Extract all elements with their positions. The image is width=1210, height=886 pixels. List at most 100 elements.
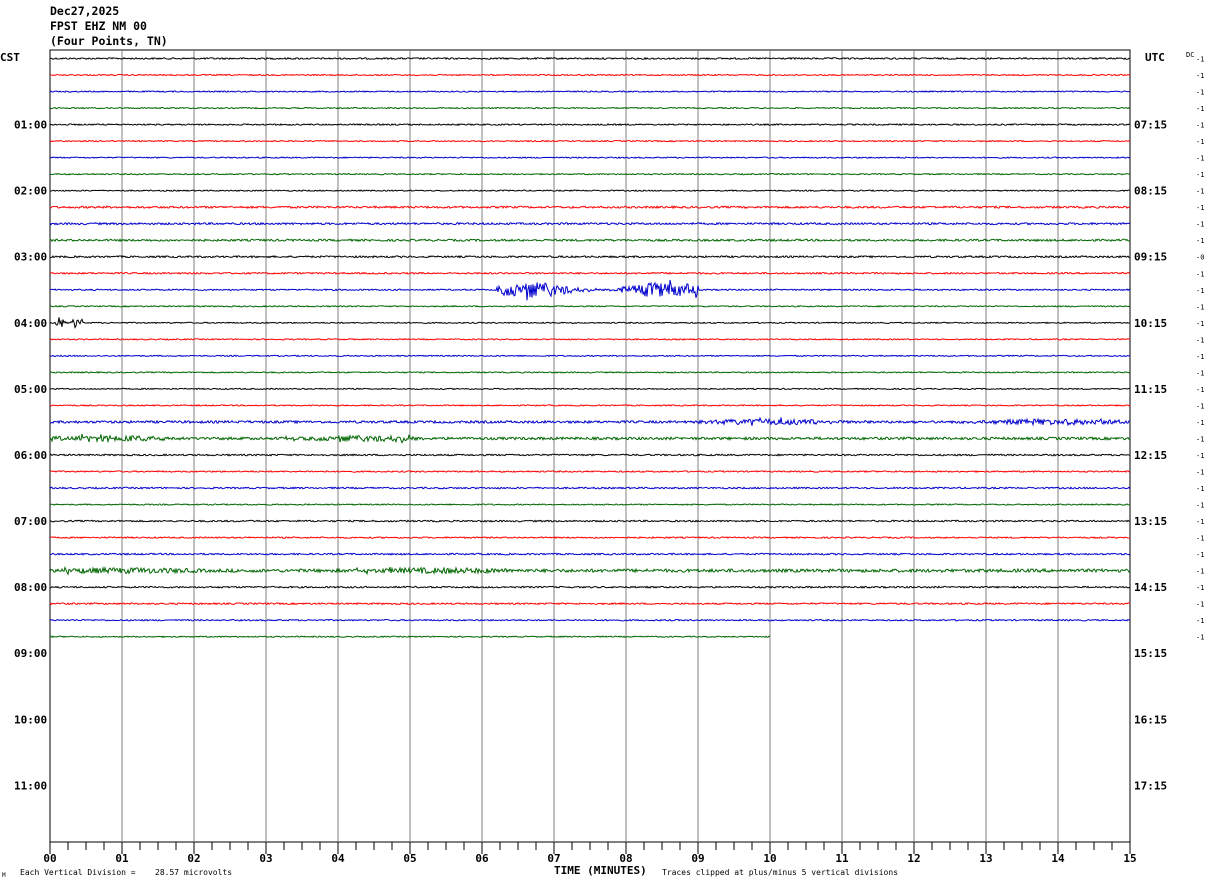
trace-line	[49, 189, 1131, 192]
cst-hour-label: 11:00	[14, 779, 47, 792]
x-tick-label: 15	[1123, 852, 1136, 865]
trace-line	[49, 172, 1131, 176]
header-date: Dec27,2025	[50, 4, 120, 18]
utc-hour-label: 12:15	[1134, 449, 1167, 462]
trace-line	[49, 106, 1131, 110]
trace-line	[49, 156, 1131, 159]
trace-line	[49, 602, 1131, 606]
dc-offset-label: -1	[1196, 452, 1204, 460]
trace-line	[49, 73, 1131, 77]
dc-label: DC	[1186, 51, 1194, 59]
dc-offset-label: -1	[1196, 336, 1204, 344]
utc-hour-label: 07:15	[1134, 119, 1167, 132]
trace-line	[49, 387, 1131, 391]
dc-offset-label: -1	[1196, 419, 1204, 427]
trace-line	[49, 304, 1131, 308]
scale-value: 28.57 microvolts	[155, 868, 232, 877]
trace-line	[49, 565, 1131, 576]
trace-line	[49, 90, 1131, 93]
x-tick-label: 02	[187, 852, 200, 865]
trace-line	[49, 503, 1131, 506]
minute-grid	[49, 49, 1131, 843]
trace-line	[49, 238, 1131, 243]
dc-offset-label: -1	[1196, 122, 1204, 130]
dc-offset-label: -1	[1196, 551, 1204, 559]
trace-line	[49, 254, 1131, 259]
utc-hour-label: 16:15	[1134, 713, 1167, 726]
x-tick-label: 11	[835, 852, 849, 865]
utc-hour-label: 17:15	[1134, 779, 1167, 792]
trace-line	[49, 123, 1131, 127]
trace-line	[49, 271, 1131, 275]
dc-offset-label: -1	[1196, 155, 1204, 163]
utc-hour-label: 15:15	[1134, 647, 1167, 660]
utc-axis-title: UTC	[1145, 51, 1165, 64]
x-tick-label: 13	[979, 852, 992, 865]
time-axis: 00 01 02 03 04 05 06 07 08 09 10 11 12 13 14 15	[43, 842, 1137, 865]
cst-hour-label: 06:00	[14, 449, 47, 462]
trace-line	[49, 221, 1131, 226]
trace-line	[49, 519, 1131, 523]
dc-offset-label: -1	[1196, 584, 1204, 592]
dc-offset-label: -1	[1196, 353, 1204, 361]
trace-line	[49, 486, 1131, 490]
dc-offset-label: -1	[1196, 89, 1204, 97]
dc-offset-labels: -1 -1 -1 -1 -1 -1 -1 -1 -1 -1 -1 -1 -0 -1 -1 -1 -1 -1 -1 -1…	[1196, 56, 1204, 642]
dc-offset-label: -1	[1196, 435, 1204, 443]
header-station: FPST EHZ NM 00	[50, 19, 147, 33]
utc-hour-labels: 07:15 08:15 09:15 10:15 11:15 12:15 13:15 14:15…	[1134, 119, 1167, 793]
cst-hour-label: 02:00	[14, 185, 47, 198]
utc-hour-label: 09:15	[1134, 251, 1167, 264]
x-tick-label: 00	[43, 852, 56, 865]
trace-line	[49, 205, 1131, 210]
traces	[49, 56, 1131, 639]
scale-note-prefix: Each Vertical Division =	[20, 868, 136, 877]
cst-hour-label: 10:00	[14, 713, 47, 726]
utc-hour-label: 14:15	[1134, 581, 1167, 594]
x-tick-label: 03	[259, 852, 272, 865]
x-tick-label: 06	[475, 852, 489, 865]
trace-line	[49, 56, 1131, 61]
trace-line	[49, 536, 1131, 540]
x-tick-label: 07	[547, 852, 560, 865]
dc-offset-label: -0	[1196, 254, 1204, 262]
trace-line	[49, 635, 771, 639]
dc-offset-label: -1	[1196, 221, 1204, 229]
dc-offset-label: -1	[1196, 204, 1204, 212]
trace-line	[49, 317, 1131, 329]
cst-hour-label: 01:00	[14, 119, 47, 132]
dc-offset-label: -1	[1196, 287, 1204, 295]
dc-offset-label: -1	[1196, 171, 1204, 179]
dc-offset-label: -1	[1196, 402, 1204, 410]
x-axis-label: TIME (MINUTES)	[554, 864, 647, 877]
dc-offset-label: -1	[1196, 188, 1204, 196]
plot-frame	[49, 49, 1131, 843]
trace-line	[49, 404, 1131, 407]
x-tick-label: 04	[331, 852, 345, 865]
trace-line	[49, 338, 1131, 341]
dc-offset-label: -1	[1196, 617, 1204, 625]
cst-hour-label: 09:00	[14, 647, 47, 660]
x-tick-label: 12	[907, 852, 920, 865]
utc-hour-label: 13:15	[1134, 515, 1167, 528]
cst-hour-label: 07:00	[14, 515, 47, 528]
dc-offset-label: -1	[1196, 568, 1204, 576]
cst-hour-label: 03:00	[14, 251, 47, 264]
trace-line	[49, 433, 1131, 444]
cst-axis-title: CST	[0, 51, 20, 64]
corner-mark: M	[2, 872, 6, 879]
x-tick-label: 05	[403, 852, 416, 865]
dc-offset-label: -1	[1196, 303, 1204, 311]
dc-offset-label: -1	[1196, 138, 1204, 146]
utc-hour-label: 08:15	[1134, 185, 1167, 198]
dc-offset-label: -1	[1196, 237, 1204, 245]
utc-hour-label: 10:15	[1134, 317, 1167, 330]
dc-offset-label: -1	[1196, 369, 1204, 377]
clip-note: Traces clipped at plus/minus 5 vertical …	[662, 868, 898, 877]
dc-offset-label: -1	[1196, 518, 1204, 526]
header-location: (Four Points, TN)	[50, 34, 168, 48]
trace-line	[49, 453, 1131, 457]
dc-offset-label: -1	[1196, 502, 1204, 510]
dc-offset-label: -1	[1196, 485, 1204, 493]
trace-line	[49, 279, 1131, 301]
